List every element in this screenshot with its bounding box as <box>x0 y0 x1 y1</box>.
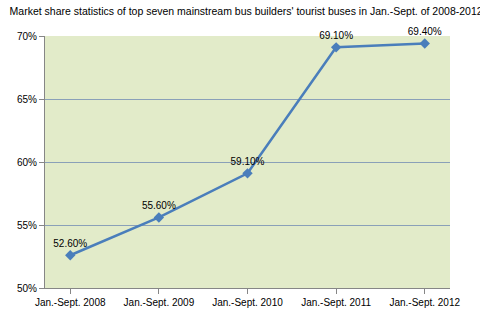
svg-text:69.10%: 69.10% <box>319 30 353 41</box>
svg-text:59.10%: 59.10% <box>231 156 265 167</box>
svg-text:65%: 65% <box>17 94 37 105</box>
svg-text:Jan.-Sept. 2009: Jan.-Sept. 2009 <box>124 297 195 308</box>
svg-text:55.60%: 55.60% <box>142 200 176 211</box>
svg-text:Jan.-Sept. 2011: Jan.-Sept. 2011 <box>301 297 371 308</box>
svg-text:Jan.-Sept. 2012: Jan.-Sept. 2012 <box>389 297 460 308</box>
svg-text:69.40%: 69.40% <box>408 26 442 37</box>
svg-text:Jan.-Sept. 2010: Jan.-Sept. 2010 <box>212 297 283 308</box>
svg-text:60%: 60% <box>17 157 37 168</box>
svg-text:Market share statistics of top: Market share statistics of top seven mai… <box>10 5 480 17</box>
svg-text:50%: 50% <box>17 283 37 294</box>
svg-text:52.60%: 52.60% <box>53 238 87 249</box>
svg-text:Jan.-Sept. 2008: Jan.-Sept. 2008 <box>35 297 106 308</box>
svg-text:70%: 70% <box>17 31 37 42</box>
svg-text:55%: 55% <box>17 220 37 231</box>
